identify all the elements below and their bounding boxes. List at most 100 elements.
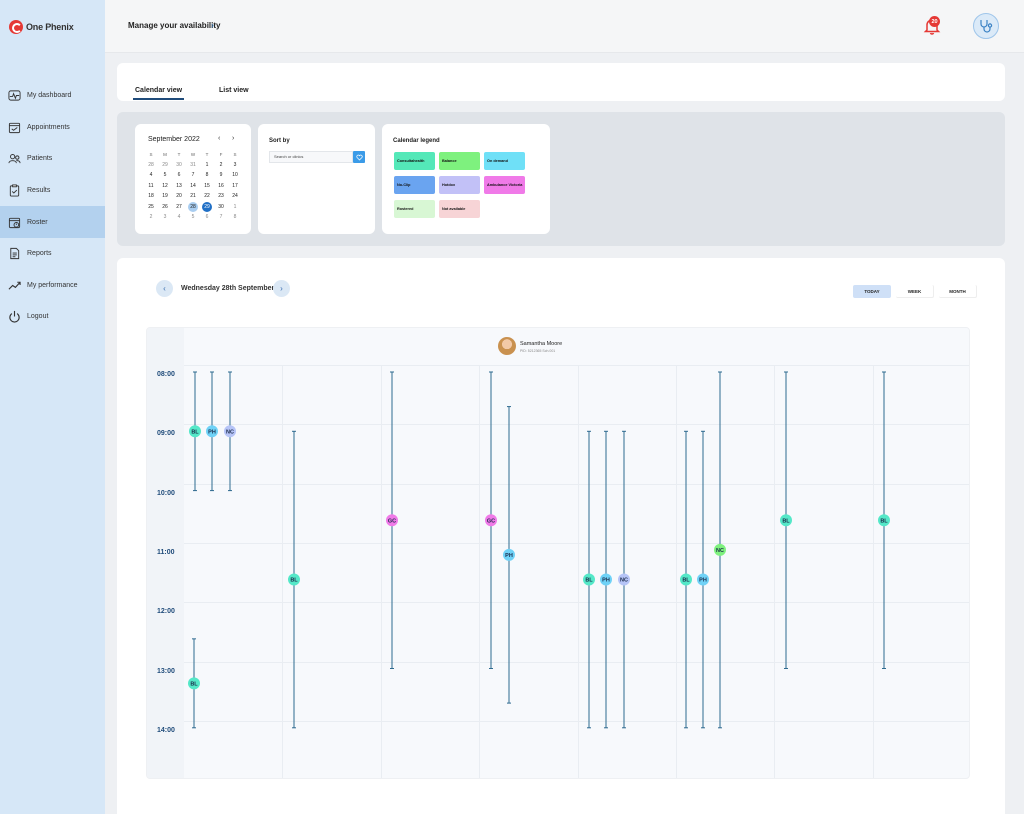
sidebar-item-my-performance[interactable]: My performance — [0, 270, 105, 302]
calendar-day[interactable]: 13 — [176, 182, 182, 189]
calendar-day[interactable]: 16 — [218, 182, 224, 189]
shift-badge[interactable] — [188, 677, 200, 690]
calendar-day[interactable]: 8 — [233, 214, 237, 221]
calendar-day[interactable]: 1 — [233, 203, 237, 210]
calendar-day[interactable]: 4 — [149, 172, 153, 179]
shift-bar[interactable]: NC — [618, 430, 630, 729]
shift-badge[interactable] — [386, 514, 398, 527]
shift-bar[interactable]: BL — [188, 638, 200, 729]
sidebar-item-my-dashboard[interactable]: My dashboard — [0, 80, 105, 112]
calendar-day[interactable]: 27 — [176, 203, 182, 210]
calendar-day[interactable]: 7 — [219, 214, 223, 221]
calendar-day[interactable]: 5 — [163, 172, 167, 179]
shift-bar[interactable]: PH — [600, 430, 612, 729]
calendar-day[interactable]: 12 — [162, 182, 168, 189]
shift-bar[interactable]: BL — [680, 430, 692, 729]
shift-bar[interactable]: GC — [386, 371, 398, 669]
calendar-day[interactable]: 7 — [191, 172, 195, 179]
user-avatar[interactable] — [973, 13, 999, 39]
shift-bar[interactable]: BL — [878, 371, 890, 669]
calendar-day[interactable]: 28 — [148, 161, 154, 168]
shift-badge[interactable] — [618, 573, 630, 586]
shift-badge[interactable] — [583, 573, 595, 586]
shift-code-label: BL — [782, 518, 790, 524]
sidebar-item-patients[interactable]: Patients — [0, 143, 105, 175]
sidebar-item-results[interactable]: Results — [0, 175, 105, 207]
shift-badge[interactable] — [224, 425, 236, 438]
weekday-label: S — [149, 151, 153, 157]
calendar-day[interactable]: 29 — [162, 161, 168, 168]
shift-badge[interactable] — [485, 514, 497, 527]
chevron-left-icon[interactable]: ‹ — [218, 135, 221, 142]
shift-badge[interactable] — [680, 573, 692, 586]
search-button[interactable] — [353, 151, 365, 163]
next-day-button[interactable]: › — [273, 280, 290, 297]
calendar-day[interactable]: 4 — [177, 214, 181, 221]
chevron-right-icon[interactable]: › — [232, 135, 235, 142]
shift-badge[interactable] — [714, 543, 726, 556]
calendar-day[interactable]: 3 — [233, 161, 237, 168]
shift-bar[interactable]: BL — [189, 371, 201, 492]
calendar-day[interactable]: 21 — [190, 193, 196, 200]
calendar-day[interactable]: 2 — [219, 161, 223, 168]
calendar-day[interactable]: 14 — [190, 182, 196, 189]
tab-list-view[interactable]: List view — [219, 87, 249, 94]
calendar-day[interactable]: 17 — [232, 182, 238, 189]
calendar-day[interactable]: 24 — [232, 193, 238, 200]
calendar-day[interactable]: 18 — [148, 193, 154, 200]
prev-day-button[interactable]: ‹ — [156, 280, 173, 297]
calendar-day[interactable]: 3 — [163, 214, 167, 221]
time-label: 10:00 — [157, 489, 175, 497]
search-input[interactable]: Search or clinics — [269, 151, 353, 163]
calendar-day[interactable]: 26 — [162, 203, 168, 210]
sidebar-item-appointments[interactable]: Appointments — [0, 112, 105, 144]
calendar-day[interactable]: 22 — [204, 193, 210, 200]
calendar-day[interactable]: 31 — [190, 161, 196, 168]
month-button[interactable]: MONTH — [939, 285, 977, 298]
shift-bar[interactable]: PH — [697, 430, 709, 729]
shift-bar[interactable]: NC — [224, 371, 236, 492]
shift-bar[interactable]: BL — [583, 430, 595, 729]
shift-badge[interactable] — [206, 425, 218, 438]
week-button[interactable]: WEEK — [896, 285, 934, 298]
calendar-day[interactable]: 23 — [218, 193, 224, 200]
shift-badge[interactable] — [288, 573, 300, 586]
sidebar-item-logout[interactable]: Logout — [0, 301, 105, 333]
shift-badge[interactable] — [878, 514, 890, 527]
shift-bar[interactable]: BL — [288, 430, 300, 729]
chevron-right-icon[interactable]: › — [211, 20, 214, 30]
calendar-day[interactable]: 6 — [177, 172, 181, 179]
calendar-day[interactable]: 8 — [205, 172, 209, 179]
calendar-day[interactable]: 6 — [205, 214, 209, 221]
calendar-day[interactable]: 28 — [186, 201, 200, 213]
shift-bar[interactable]: BL — [780, 371, 792, 669]
calendar-day[interactable]: 19 — [162, 193, 168, 200]
tab-calendar-view[interactable]: Calendar view — [132, 87, 185, 100]
sidebar-item-reports[interactable]: Reports — [0, 238, 105, 270]
shift-bar[interactable]: PH — [206, 371, 218, 492]
calendar-day[interactable]: 30 — [218, 203, 224, 210]
calendar-day[interactable]: 29 — [200, 201, 214, 213]
shift-bar[interactable]: PH — [503, 406, 515, 704]
calendar-day[interactable]: 9 — [219, 172, 223, 179]
power-icon — [8, 310, 21, 324]
calendar-day[interactable]: 2 — [149, 214, 153, 221]
shift-bar[interactable]: NC — [714, 371, 726, 729]
shift-badge[interactable] — [503, 548, 515, 561]
calendar-day[interactable]: 30 — [176, 161, 182, 168]
shift-badge[interactable] — [780, 514, 792, 527]
calendar-day[interactable]: 1 — [205, 161, 209, 168]
shift-badge[interactable] — [600, 573, 612, 586]
shift-bar[interactable]: GC — [485, 371, 497, 669]
sidebar-item-roster[interactable]: Roster — [0, 206, 105, 238]
shift-badge[interactable] — [189, 425, 201, 438]
calendar-day[interactable]: 15 — [204, 182, 210, 189]
calendar-day[interactable]: 5 — [191, 214, 195, 221]
calendar-day[interactable]: 10 — [232, 172, 238, 179]
calendar-day[interactable]: 11 — [148, 182, 154, 189]
app-logo[interactable]: One Phenix — [9, 20, 74, 34]
shift-badge[interactable] — [697, 573, 709, 586]
today-button[interactable]: TODAY — [853, 285, 891, 298]
calendar-day[interactable]: 25 — [148, 203, 154, 210]
calendar-day[interactable]: 20 — [176, 193, 182, 200]
